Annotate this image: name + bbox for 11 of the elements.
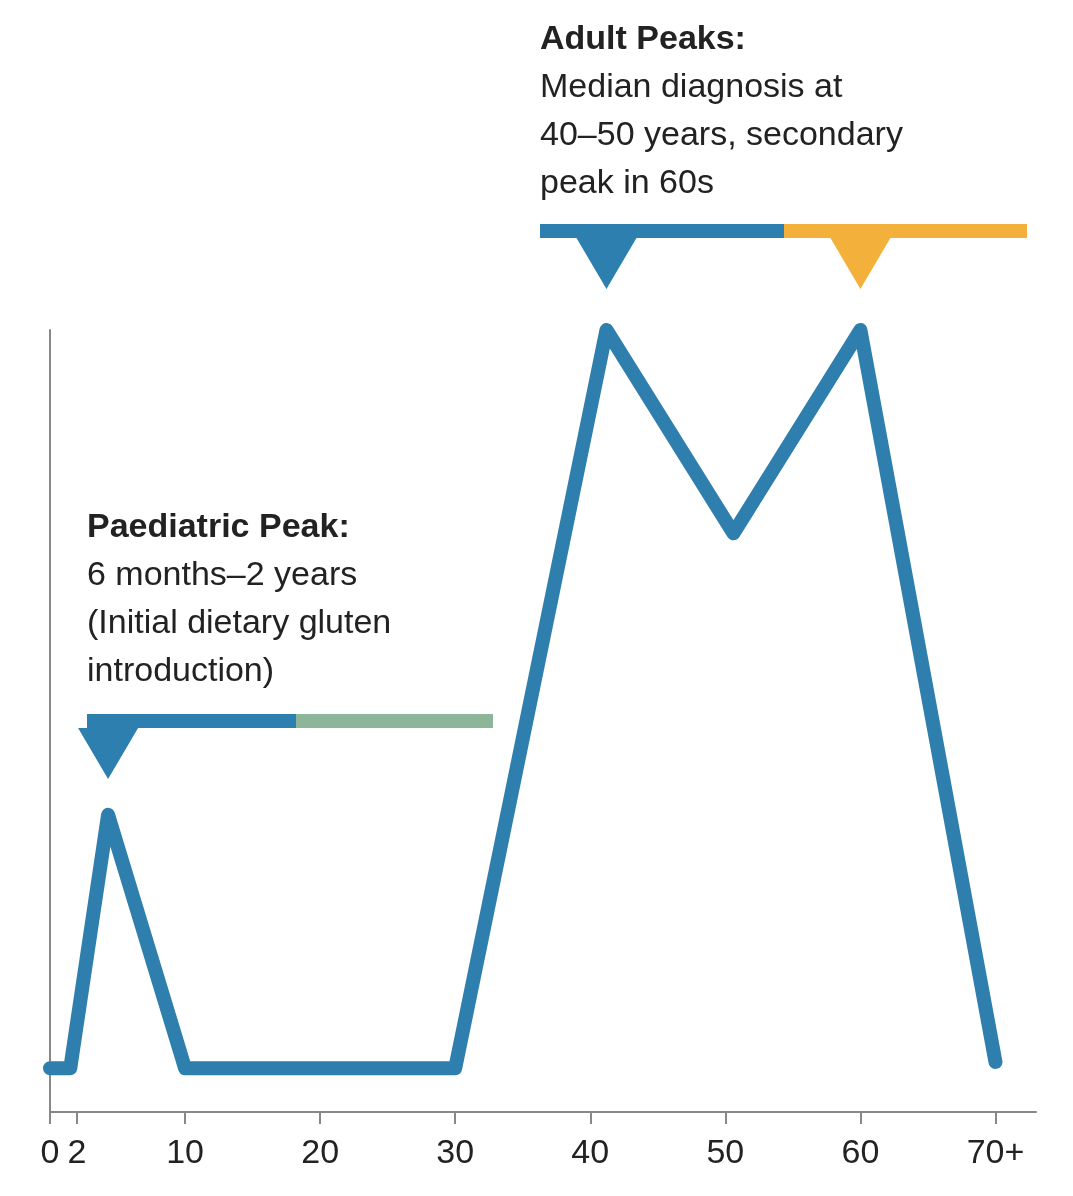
x-tick-label: 2	[67, 1132, 87, 1170]
x-tick-label: 70+	[966, 1132, 1025, 1170]
text: Adult Peaks: Median diagnosis at 40–50 years, secondary peak in 60s	[540, 18, 903, 200]
x-tick-label: 10	[166, 1132, 204, 1170]
x-tick-label: 40	[571, 1132, 610, 1170]
x-tick-label: 30	[436, 1132, 475, 1170]
x-tick-label: 20	[301, 1132, 340, 1170]
annotation: Paediatric Peak: 6 months–2 years (Initial dietary gluten introduction)	[87, 506, 392, 688]
x-tick-label: 60	[841, 1132, 880, 1170]
x-tick-label: 0	[40, 1132, 60, 1170]
x-tick-label: 50	[706, 1132, 745, 1170]
